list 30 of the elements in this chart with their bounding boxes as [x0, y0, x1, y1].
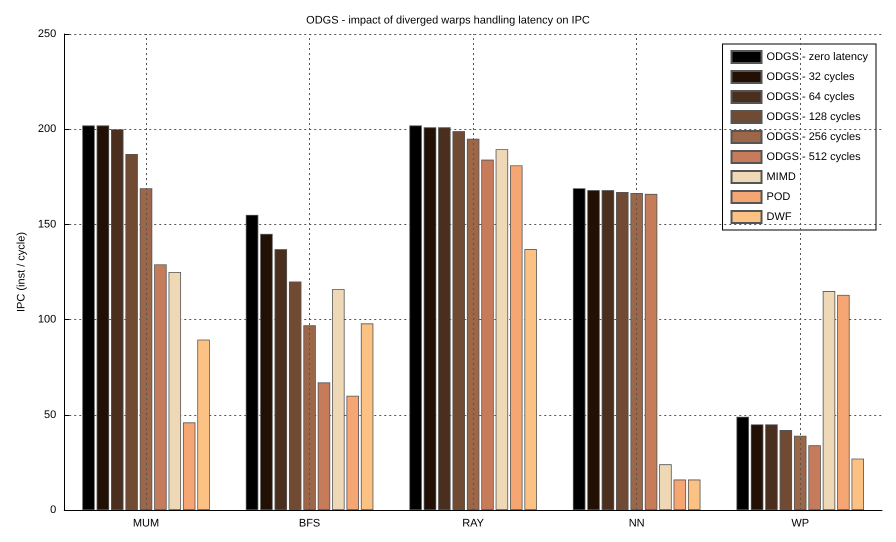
- x-tick-label: MUM: [132, 518, 160, 530]
- bar: [852, 458, 864, 510]
- chart-title: ODGS - impact of diverged warps handling latency on IPC: [306, 14, 590, 26]
- legend-label: ODGS - 512 cycles: [766, 151, 862, 163]
- legend-label: DWF: [766, 211, 792, 223]
- y-tick-label: 200: [38, 123, 56, 136]
- legend-label: ODGS - 256 cycles: [766, 131, 862, 143]
- legend-label: ODGS - 64 cycles: [766, 91, 856, 103]
- x-tick-label: WP: [791, 518, 810, 530]
- x-tick-label: NN: [628, 518, 645, 530]
- bar: [274, 249, 288, 510]
- x-tick-label: BFS: [298, 518, 320, 530]
- x-tick-label: RAY: [462, 518, 485, 530]
- y-tick-label: 150: [38, 218, 56, 230]
- y-tick-label: 250: [38, 28, 56, 40]
- y-axis-title: IPC (inst / cycle): [16, 232, 28, 312]
- legend-label: ODGS - 128 cycles: [766, 111, 862, 123]
- bar: [182, 422, 196, 510]
- bar: [288, 282, 302, 510]
- legend-label: POD: [766, 191, 790, 203]
- y-tick-label: 0: [50, 504, 56, 516]
- bar: [780, 430, 792, 510]
- legend-label: ODGS - 32 cycles: [766, 71, 856, 83]
- legend-label: MIMD: [766, 171, 796, 183]
- bar: [674, 480, 686, 510]
- y-tick-label: 50: [44, 408, 56, 421]
- bar: [524, 249, 537, 510]
- legend-label: ODGS - zero latency: [766, 51, 868, 63]
- bar: [688, 480, 700, 510]
- y-tick-label: 100: [38, 314, 56, 326]
